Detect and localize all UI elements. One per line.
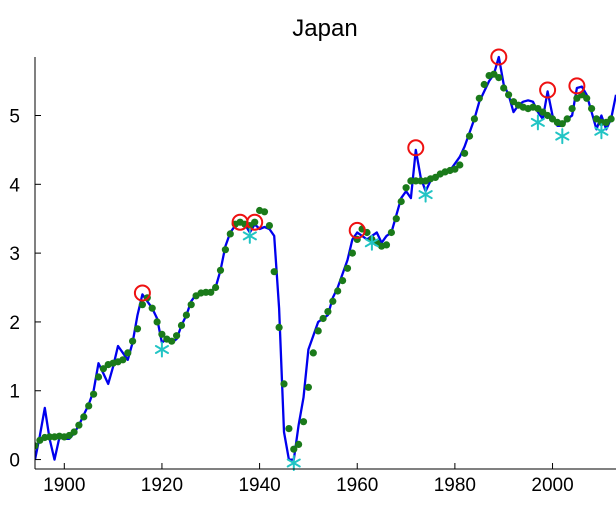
y-tick-label: 2 (9, 313, 20, 334)
trend-point (75, 421, 83, 429)
trend-point (505, 91, 513, 99)
trend-point (216, 266, 225, 274)
trough-marker (594, 123, 609, 140)
trend-point (148, 304, 156, 312)
trend-point (153, 318, 161, 326)
x-tick-label: 1920 (141, 475, 183, 496)
trough-marker (364, 234, 379, 251)
trough-marker (418, 186, 433, 203)
trend-point (314, 327, 322, 335)
peak-marker (568, 77, 586, 95)
trend-point (451, 165, 459, 173)
trend-point (480, 80, 488, 89)
trend-point (212, 283, 220, 292)
trend-point (168, 337, 176, 345)
trough-marker (555, 128, 570, 145)
y-tick-label: 5 (9, 106, 20, 127)
trend-point (568, 105, 576, 113)
trend-point (348, 249, 356, 257)
trend-point (397, 197, 405, 206)
x-tick-label: 1980 (434, 475, 476, 496)
trend-point (319, 314, 327, 323)
trend-point (99, 365, 107, 373)
peak-marker (407, 139, 425, 157)
trend-point (182, 311, 190, 319)
trend-point (290, 445, 298, 453)
trend-point (270, 268, 278, 276)
chart-title: Japan (292, 15, 357, 42)
trend-point (495, 74, 503, 82)
axes: 1900 1920 1940 1960 1980 2000 0 1 2 3 4 5 (9, 57, 616, 496)
trend-point (329, 297, 337, 305)
trend-point (558, 120, 566, 128)
trough-marker (242, 227, 257, 244)
trend-point (387, 228, 395, 237)
trend-point (382, 241, 391, 249)
x-tick-label: 1900 (43, 475, 85, 496)
trough-marker (530, 114, 545, 131)
trend-point (138, 301, 146, 309)
trend-point (226, 230, 234, 238)
trend-point (456, 161, 464, 169)
y-tick-label: 3 (9, 244, 20, 265)
trend-point (334, 287, 342, 295)
x-tick-label: 2000 (531, 475, 573, 496)
trend-point (207, 288, 215, 296)
trend-point (129, 337, 137, 345)
trend-point (339, 277, 347, 285)
x-tick-label: 1940 (238, 475, 280, 496)
trend-point (563, 115, 571, 123)
x-tick-label: 1960 (336, 475, 378, 496)
trend-point (299, 418, 308, 426)
plot-area (35, 48, 616, 471)
trend-point (265, 222, 273, 230)
trend-point (500, 84, 508, 92)
y-tick-label: 1 (9, 382, 20, 403)
trend-point (475, 94, 483, 102)
trend-point (607, 115, 615, 123)
trend-point (251, 218, 259, 226)
trend-point (80, 413, 88, 421)
trend-point (470, 115, 478, 123)
trend-point (295, 440, 303, 448)
trend-point (90, 390, 98, 398)
trend-point (221, 246, 229, 254)
peak-marker (133, 284, 151, 302)
y-tick-label: 4 (9, 175, 20, 196)
trend-point (461, 149, 469, 157)
trend-point (309, 349, 317, 357)
trend-point (119, 356, 127, 364)
trend-point (324, 308, 332, 316)
trend-point (402, 184, 410, 192)
peak-marker (348, 221, 366, 239)
trend-point (275, 323, 283, 331)
peak-marker (246, 213, 264, 231)
trend-point (588, 105, 596, 113)
trough-marker (286, 455, 301, 471)
trend-point (392, 215, 400, 223)
trend-point (158, 330, 166, 338)
data-line (35, 55, 616, 461)
trend-point (133, 325, 142, 333)
trend-point (465, 132, 474, 140)
trend-point (70, 428, 78, 436)
trend-point (35, 442, 39, 450)
trend-point (124, 349, 132, 357)
trend-point (173, 332, 181, 340)
y-tick-label: 0 (9, 451, 20, 472)
trend-point (85, 402, 93, 410)
trend-point (187, 301, 195, 309)
peak-marker (539, 81, 557, 99)
trend-point (583, 94, 591, 102)
trend-point (285, 425, 293, 433)
trend-point (94, 373, 103, 381)
trend-point (343, 264, 352, 272)
trough-marker (154, 341, 169, 358)
trend-point (177, 321, 186, 329)
trend-point (304, 383, 312, 391)
trend-point (280, 380, 288, 388)
trend-point (260, 208, 269, 216)
peak-marker (490, 48, 508, 66)
